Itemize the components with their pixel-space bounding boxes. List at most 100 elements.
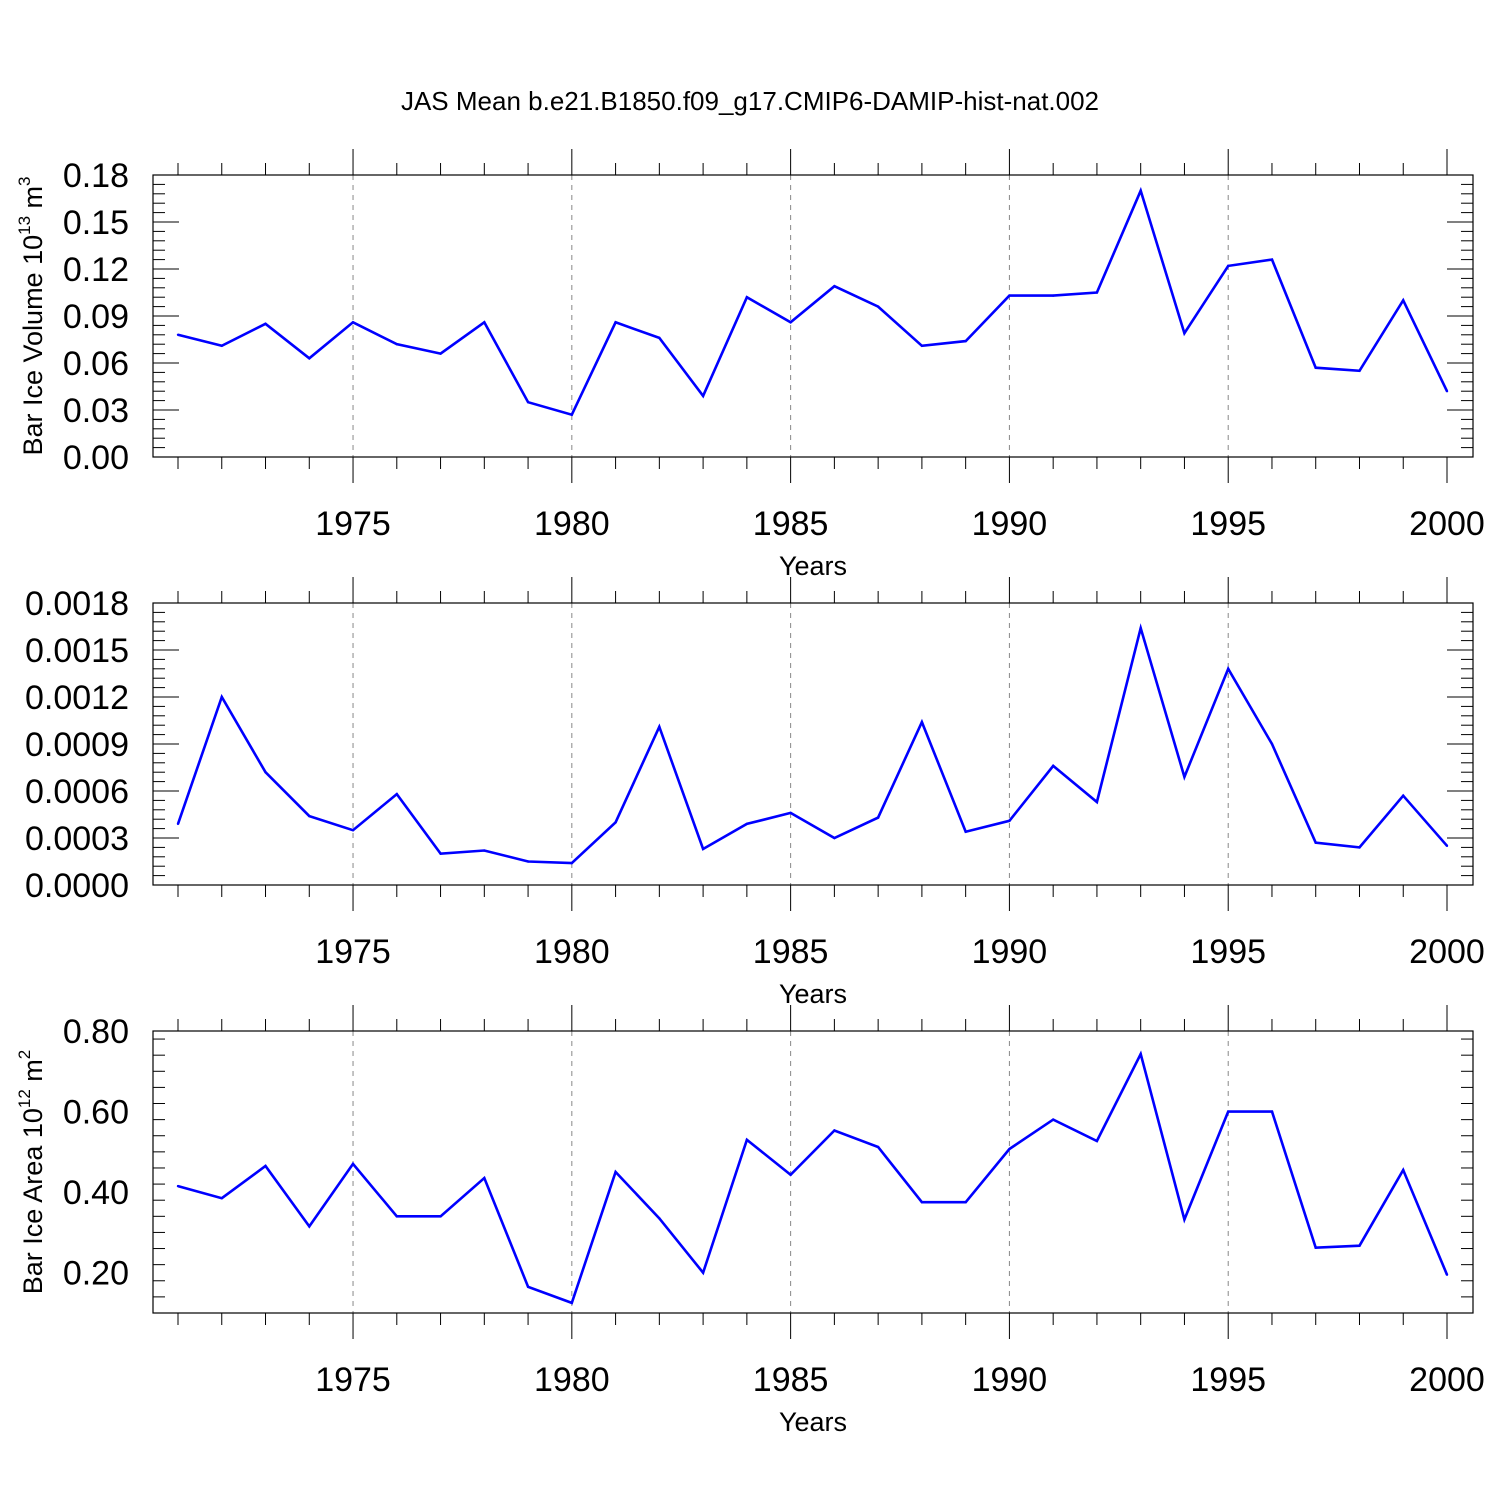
data-point xyxy=(1051,764,1055,768)
x-tick-label: 1980 xyxy=(534,505,610,543)
data-point xyxy=(308,357,311,360)
y-tick-label: 0.60 xyxy=(63,1094,129,1132)
panel-1: 0.00 0.03 0.06 0.09 0.12 0.15 0.18 1975 1980 1985… xyxy=(15,149,1485,581)
data-point xyxy=(351,321,355,324)
data-point xyxy=(176,822,180,826)
plot-frame xyxy=(152,1030,1474,1314)
data-point xyxy=(658,336,661,340)
data-point xyxy=(833,285,836,288)
y-tick-label: 0.06 xyxy=(63,345,129,383)
x-axis-label: Years xyxy=(779,551,847,581)
data-point xyxy=(264,322,267,326)
data-point xyxy=(1445,1273,1449,1276)
data-point xyxy=(614,821,617,824)
data-point xyxy=(614,1170,617,1174)
x-tick-label: 2000 xyxy=(1409,933,1485,971)
x-tick-label: 1990 xyxy=(972,933,1048,971)
x-axis-label: Years xyxy=(779,1407,847,1437)
data-point xyxy=(483,849,486,852)
y-tick-label: 0.0012 xyxy=(25,679,129,717)
y-tick-label: 0.80 xyxy=(63,1013,129,1051)
data-point xyxy=(483,321,486,324)
data-point xyxy=(220,1196,223,1200)
data-point xyxy=(920,344,924,347)
data-point xyxy=(570,1301,574,1305)
y-tick-label: 0.09 xyxy=(63,298,129,336)
data-point xyxy=(614,321,617,324)
data-point xyxy=(1139,626,1142,630)
data-point xyxy=(833,1129,836,1132)
data-point xyxy=(789,321,792,324)
series-line xyxy=(177,1050,1449,1305)
x-tick-label: 2000 xyxy=(1409,505,1485,543)
data-point xyxy=(745,822,749,826)
series-line xyxy=(177,186,1449,417)
data-point xyxy=(1095,1139,1099,1143)
data-point xyxy=(1008,294,1011,297)
x-tick-label: 1985 xyxy=(753,1361,829,1399)
data-point xyxy=(439,852,442,855)
y-axis-label-group: Bar Ice Area 1012 m2 xyxy=(15,1050,48,1295)
data-point xyxy=(964,1201,967,1204)
y-tick-label: 0.0006 xyxy=(25,773,129,811)
data-point xyxy=(876,305,880,308)
data-point xyxy=(1445,844,1449,848)
data-point xyxy=(876,816,880,819)
data-point xyxy=(1183,332,1186,335)
data-point xyxy=(1227,667,1230,670)
data-point xyxy=(1227,1110,1230,1113)
y-axis-label: Bar Ice Volume 1013 m3 xyxy=(15,176,48,455)
data-point xyxy=(395,792,398,796)
data-point xyxy=(308,1225,311,1228)
data-point xyxy=(1358,369,1361,373)
data-point xyxy=(1402,299,1405,302)
x-tick-label: 1995 xyxy=(1190,933,1266,971)
data-point xyxy=(1139,1052,1142,1056)
data-point xyxy=(789,811,792,815)
x-tick-label: 1975 xyxy=(315,505,391,543)
y-tick-label: 0.18 xyxy=(63,157,129,195)
y-tick-label: 0.0009 xyxy=(25,726,129,764)
data-point xyxy=(1051,1118,1055,1121)
x-tick-label: 1995 xyxy=(1190,505,1266,543)
data-point xyxy=(1051,294,1055,297)
data-point xyxy=(1314,366,1317,369)
data-point xyxy=(176,1184,180,1188)
data-point xyxy=(1358,1244,1361,1247)
data-point xyxy=(220,695,223,699)
data-point xyxy=(351,828,355,832)
data-point xyxy=(264,771,267,774)
data-point xyxy=(1402,794,1405,797)
data-point xyxy=(876,1145,880,1149)
data-point xyxy=(701,1271,705,1274)
y-tick-label: 0.0015 xyxy=(25,632,129,670)
data-point xyxy=(701,394,705,398)
data-point xyxy=(1095,800,1099,804)
x-tick-label: 1980 xyxy=(534,1361,610,1399)
data-point xyxy=(526,1285,530,1289)
data-point xyxy=(964,830,967,833)
data-point xyxy=(1314,841,1317,844)
data-point xyxy=(1095,291,1099,294)
data-point xyxy=(1183,1218,1186,1221)
panel-3: 0.20 0.40 0.60 0.80 1975 1980 1985 1990 1995 2000… xyxy=(15,1005,1485,1437)
x-tick-label: 1980 xyxy=(534,933,610,971)
data-point xyxy=(1270,1110,1274,1113)
y-tick-label: 0.00 xyxy=(63,439,129,477)
data-point xyxy=(570,861,574,865)
y-tick-label: 0.0000 xyxy=(25,867,129,905)
data-point xyxy=(1139,189,1142,192)
data-point xyxy=(439,1215,442,1218)
data-point xyxy=(1402,1168,1405,1172)
data-point xyxy=(220,344,223,347)
data-point xyxy=(658,1217,661,1220)
data-point xyxy=(701,847,705,851)
y-tick-label: 0.40 xyxy=(63,1174,129,1212)
series-line xyxy=(176,623,1448,865)
data-point xyxy=(658,725,661,728)
y-axis-label: Bar Ice Area 1012 m2 xyxy=(15,1050,48,1295)
data-point xyxy=(264,1164,267,1168)
x-tick-label: 1995 xyxy=(1190,1361,1266,1399)
data-point xyxy=(1227,264,1230,268)
